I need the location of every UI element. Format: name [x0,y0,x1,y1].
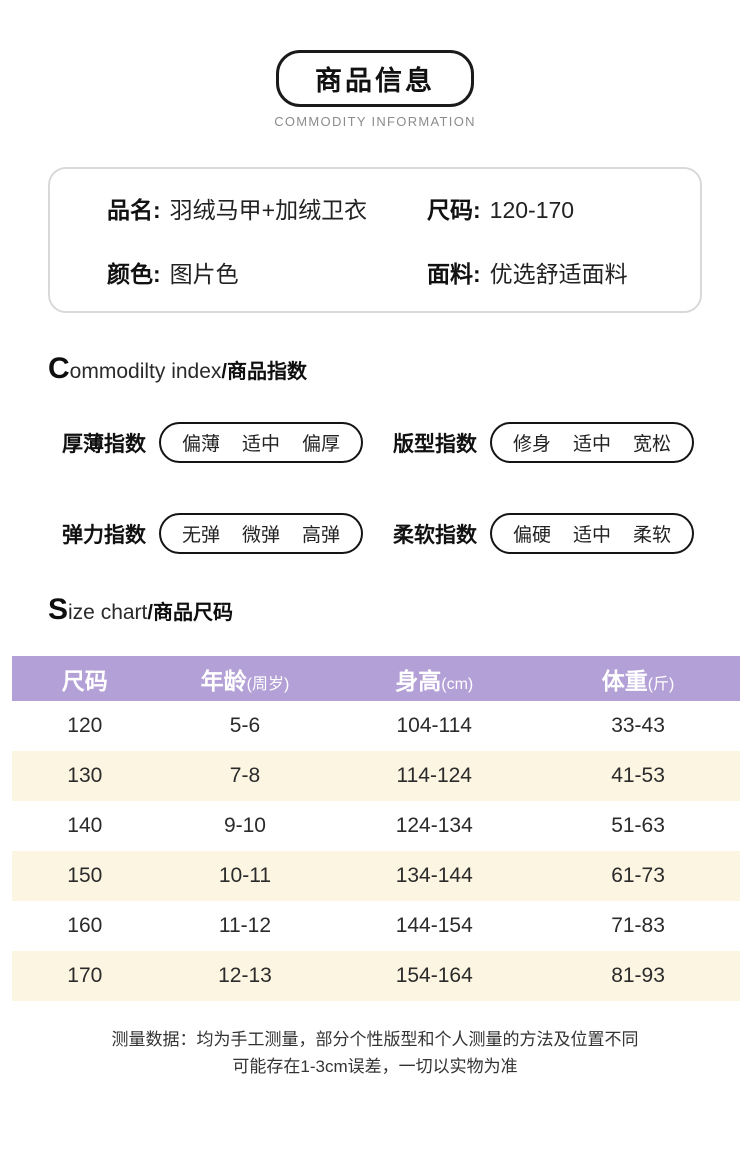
size-chart-table: 尺码 年龄(周岁) 身高(cm) 体重(斤) 120 5-6 104-114 33-43 13… [12,656,740,1001]
table-cell: 144-154 [395,914,473,937]
index-pill: 偏薄 适中 偏厚 [159,422,364,463]
index-label: 弹力指数 [62,523,146,547]
table-row: 140 9-10 124-134 51-63 [12,801,740,851]
table-cell: 33-43 [611,714,665,737]
table-cell: 10-11 [218,864,272,887]
index-option: 适中 [573,434,612,455]
table-cell: 170 [67,964,103,987]
table-body: 120 5-6 104-114 33-43 130 7-8 114-124 41-53 140 9… [12,701,740,1001]
index-option: 高弹 [302,525,341,546]
info-value: 优选舒适面料 [489,261,628,287]
measurement-note: 测量数据：均为手工测量，部分个性版型和个人测量的方法及位置不同 可能存在1-3c… [0,1026,750,1080]
index-pill: 修身 适中 宽松 [490,422,695,463]
header-cell-main: 尺码 [61,667,108,694]
table-row: 170 12-13 154-164 81-93 [12,951,740,1001]
header-cell: 尺码 [12,662,158,696]
heading-rest: ommodilty index [69,360,222,383]
table-cell: 124-134 [395,814,473,837]
info-item: 尺码: 120-170 [427,191,700,225]
info-label: 品名: [107,197,161,223]
header-cell: 年龄(周岁) [158,662,333,696]
title-pill: 商品信息 [276,50,474,107]
table-header-row: 尺码 年龄(周岁) 身高(cm) 体重(斤) [12,656,740,701]
info-value: 图片色 [169,261,239,287]
index-option: 宽松 [633,434,672,455]
heading-cn: /商品指数 [221,361,307,383]
table-cell: 71-83 [611,914,665,937]
table-cell: 51-63 [611,814,665,837]
table-cell: 140 [67,814,103,837]
commodity-index-heading: Commodilty index/商品指数 [48,353,750,388]
index-option: 偏薄 [182,434,221,455]
size-chart-heading: Size chart/商品尺码 [48,594,750,629]
table-cell: 154-164 [395,964,473,987]
index-pill: 偏硬 适中 柔软 [490,513,695,554]
table-cell: 12-13 [218,964,272,987]
header-cell-main: 体重 [601,667,648,694]
table-cell: 41-53 [611,764,665,787]
index-label: 柔软指数 [393,523,477,547]
note-line-2: 可能存在1-3cm误差，一切以实物为准 [232,1057,518,1076]
index-option: 微弹 [242,525,281,546]
header-cell-sub: (周岁) [246,675,290,693]
table-cell: 9-10 [223,814,266,837]
index-option: 偏硬 [513,525,552,546]
heading-rest: ize chart [68,601,148,624]
index-option: 适中 [573,525,612,546]
index-option: 适中 [242,434,281,455]
info-value: 羽绒马甲+加绒卫衣 [169,197,368,223]
index-item: 版型指数 修身 适中 宽松 [393,422,724,463]
heading-initial: S [48,593,69,626]
index-item: 弹力指数 无弹 微弹 高弹 [62,513,393,554]
header-cell-main: 身高 [395,667,442,694]
table-row: 130 7-8 114-124 41-53 [12,751,740,801]
commodity-index-grid: 厚薄指数 偏薄 适中 偏厚 版型指数 修身 适中 宽松 弹力指数 无弹 微弹 高弹 柔软指数 偏硬 适中 柔软 [62,422,750,554]
index-label: 版型指数 [393,432,477,456]
header-cell: 体重(斤) [536,662,740,696]
table-cell: 61-73 [611,864,665,887]
info-label: 颜色: [107,261,161,287]
index-option: 偏厚 [302,434,341,455]
page-title: 商品信息 [315,66,435,96]
header-cell-sub: (cm) [441,675,474,693]
table-cell: 120 [67,714,103,737]
index-item: 柔软指数 偏硬 适中 柔软 [393,513,724,554]
table-cell: 130 [67,764,103,787]
table-cell: 7-8 [229,764,261,787]
table-cell: 150 [67,864,103,887]
index-item: 厚薄指数 偏薄 适中 偏厚 [62,422,393,463]
table-cell: 11-12 [218,914,272,937]
page-root: 商品信息 COMMODITY INFORMATION 品名: 羽绒马甲+加绒卫衣尺… [0,50,750,1080]
header-cell-sub: (斤) [647,675,675,693]
table-cell: 134-144 [395,864,473,887]
index-option: 无弹 [182,525,221,546]
info-item: 面料: 优选舒适面料 [427,255,700,289]
index-label: 厚薄指数 [62,432,146,456]
table-cell: 114-124 [396,764,472,787]
table-cell: 160 [67,914,103,937]
table-cell: 81-93 [611,964,665,987]
index-option: 修身 [513,434,552,455]
heading-cn: /商品尺码 [147,602,233,624]
info-item: 品名: 羽绒马甲+加绒卫衣 [107,191,427,225]
page-subtitle: COMMODITY INFORMATION [274,114,476,129]
info-item: 颜色: 图片色 [107,255,427,289]
table-row: 120 5-6 104-114 33-43 [12,701,740,751]
index-pill: 无弹 微弹 高弹 [159,513,364,554]
heading-initial: C [48,352,70,385]
table-cell: 104-114 [396,714,472,737]
table-cell: 5-6 [229,714,261,737]
note-line-1: 测量数据：均为手工测量，部分个性版型和个人测量的方法及位置不同 [111,1030,639,1049]
table-row: 160 11-12 144-154 71-83 [12,901,740,951]
info-value: 120-170 [489,197,575,223]
info-label: 尺码: [427,197,481,223]
info-label: 面料: [427,261,481,287]
table-row: 150 10-11 134-144 61-73 [12,851,740,901]
header-cell-main: 年龄 [200,667,247,694]
header-cell: 身高(cm) [332,662,536,696]
product-info-box: 品名: 羽绒马甲+加绒卫衣 尺码: 120-170 颜色: 图片色 面料: 优选舒适面料 [48,167,702,313]
index-option: 柔软 [633,525,672,546]
